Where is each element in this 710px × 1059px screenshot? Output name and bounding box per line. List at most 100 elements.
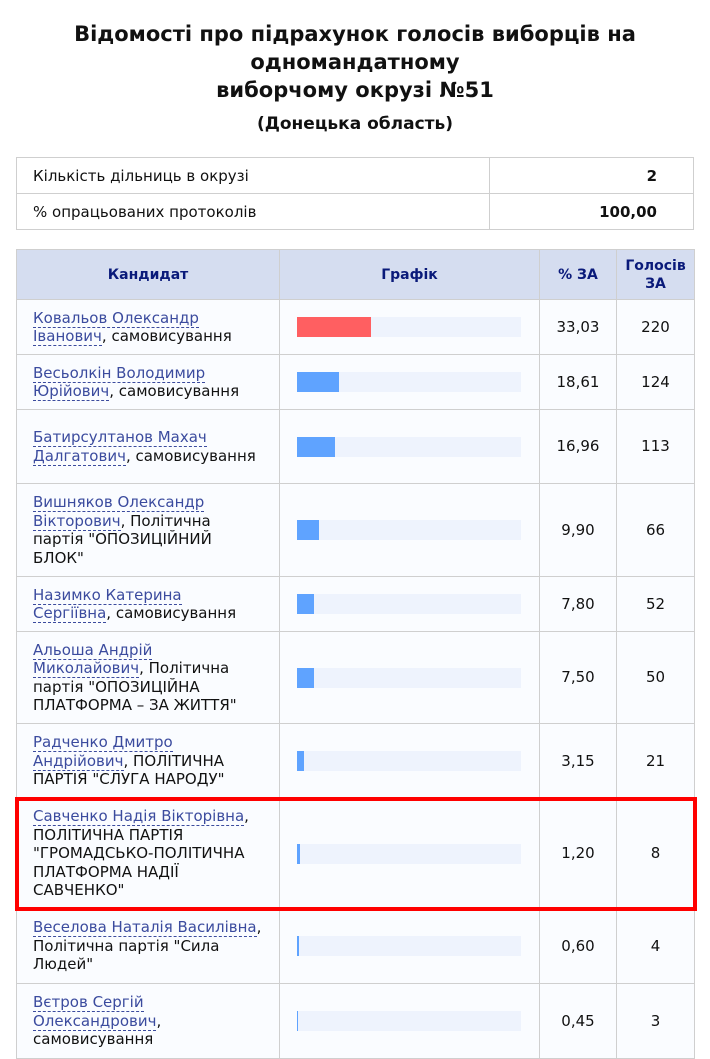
pct-cell: 3,15	[539, 723, 617, 799]
votes-cell: 50	[616, 631, 695, 724]
bar-fill	[297, 317, 371, 337]
chart-cell	[279, 983, 540, 1059]
chart-cell	[279, 299, 540, 355]
bar-fill	[297, 436, 335, 457]
bar-track	[297, 936, 521, 956]
candidate-cell: Ковальов Олександр Іванович, самовисуван…	[16, 299, 280, 355]
candidate-party: , ПОЛІТИЧНА ПАРТІЯ "СЛУГА НАРОДУ"	[33, 751, 225, 789]
pct-cell: 33,03	[539, 299, 617, 355]
candidate-party: , самовисування	[125, 446, 256, 465]
table-row: Весьолкін Володимир Юрійович, самовисува…	[16, 354, 695, 410]
page-title: Відомості про підрахунок голосів виборці…	[74, 22, 636, 102]
table-row: Альоша Андрій Миколайович, Політична пар…	[16, 631, 695, 724]
candidate-party: , самовисування	[106, 604, 237, 622]
votes-cell: 52	[616, 576, 695, 632]
chart-cell	[279, 798, 540, 909]
summary-row: % опрацьованих протоколів 100,00	[16, 193, 695, 230]
votes-cell: 220	[616, 299, 695, 355]
results-table: Кандидат Графік % ЗА Голосів ЗА Ковальов…	[14, 249, 697, 1059]
bar-fill	[297, 667, 314, 688]
bar-track	[297, 667, 521, 688]
pct-cell: 7,80	[539, 576, 617, 632]
header-votes[interactable]: Голосів ЗА	[616, 249, 695, 300]
bar-track	[297, 843, 521, 864]
table-row: Радченко Дмитро Андрійович, ПОЛІТИЧНА ПА…	[16, 723, 695, 799]
candidate-link[interactable]: Вишняков Олександр Вікторович	[33, 493, 205, 531]
pct-cell: 0,60	[539, 908, 617, 984]
pct-cell: 1,20	[539, 798, 617, 909]
chart-cell	[279, 723, 540, 799]
header-chart: Графік	[279, 249, 540, 300]
bar-fill	[297, 936, 299, 956]
bar-fill	[297, 372, 339, 392]
candidate-party: , самовисування	[33, 1011, 162, 1049]
bar-track	[297, 751, 521, 771]
candidate-cell: Веселова Наталія Василівна, Політична па…	[16, 908, 280, 984]
candidate-party: , Політична партія "ОПОЗИЦІЙНА ПЛАТФОРМА…	[33, 659, 237, 714]
candidate-link[interactable]: Батирсултанов Махач Далгатович	[33, 428, 207, 466]
region-subtitle: (Донецька область)	[256, 114, 454, 134]
pct-cell: 9,90	[539, 483, 617, 577]
chart-cell	[279, 483, 540, 577]
candidate-link[interactable]: Веселова Наталія Василівна	[33, 918, 257, 938]
bar-track	[297, 520, 521, 540]
votes-cell: 4	[616, 908, 695, 984]
bar-track	[297, 1011, 521, 1031]
candidate-cell: Вишняков Олександр Вікторович, Політична…	[16, 483, 280, 577]
candidate-link[interactable]: Альоша Андрій Миколайович	[33, 640, 153, 678]
bar-track	[297, 372, 521, 392]
votes-cell: 21	[616, 723, 695, 799]
votes-cell: 124	[616, 354, 695, 410]
bar-fill	[297, 843, 300, 864]
pct-cell: 0,45	[539, 983, 617, 1059]
table-row: Савченко Надія Вікторівна, ПОЛІТИЧНА ПАР…	[14, 796, 697, 911]
candidate-link[interactable]: Назимко Катерина Сергіївна	[33, 585, 182, 623]
table-row: Вєтров Сергій Олександрович, самовисуван…	[16, 983, 695, 1059]
table-row: Ковальов Олександр Іванович, самовисуван…	[16, 299, 695, 355]
votes-cell: 66	[616, 483, 695, 577]
bar-track	[297, 594, 521, 614]
bar-fill	[297, 520, 320, 540]
bar-fill	[297, 1011, 298, 1031]
table-row: Назимко Катерина Сергіївна, самовисуванн…	[16, 576, 695, 632]
candidate-cell: Назимко Катерина Сергіївна, самовисуванн…	[16, 576, 280, 632]
chart-cell	[279, 354, 540, 410]
bar-fill	[297, 594, 315, 614]
votes-cell: 8	[616, 798, 695, 909]
candidate-cell: Савченко Надія Вікторівна, ПОЛІТИЧНА ПАР…	[16, 798, 280, 909]
pct-cell: 16,96	[539, 409, 617, 484]
candidate-link[interactable]: Вєтров Сергій Олександрович	[33, 993, 157, 1031]
candidate-cell: Альоша Андрій Миколайович, Політична пар…	[16, 631, 280, 724]
chart-cell	[279, 576, 540, 632]
pct-cell: 7,50	[539, 631, 617, 724]
chart-cell	[279, 908, 540, 984]
candidate-link[interactable]: Радченко Дмитро Андрійович	[33, 733, 173, 771]
bar-track	[297, 436, 521, 457]
bar-fill	[297, 751, 305, 771]
table-row: Батирсултанов Махач Далгатович, самовису…	[16, 409, 695, 484]
votes-cell: 3	[616, 983, 695, 1059]
votes-cell: 113	[616, 409, 695, 484]
candidate-link[interactable]: Весьолкін Володимир Юрійович	[33, 363, 206, 401]
candidate-party: , самовисування	[101, 327, 232, 345]
bar-track	[297, 317, 521, 337]
candidate-cell: Вєтров Сергій Олександрович, самовисуван…	[16, 983, 280, 1059]
candidate-cell: Весьолкін Володимир Юрійович, самовисува…	[16, 354, 280, 410]
pct-cell: 18,61	[539, 354, 617, 410]
table-row: Веселова Наталія Василівна, Політична па…	[16, 908, 695, 984]
candidate-link[interactable]: Ковальов Олександр Іванович	[33, 308, 199, 346]
chart-cell	[279, 631, 540, 724]
candidate-cell: Батирсултанов Махач Далгатович, самовису…	[16, 409, 280, 484]
candidate-party: , Політична партія "Сила Людей"	[33, 918, 262, 974]
summary-table: Кількість дільниць в окрузі 2 % опрацьова…	[16, 157, 695, 230]
chart-cell	[279, 409, 540, 484]
candidate-party: , ПОЛІТИЧНА ПАРТІЯ "ГРОМАДСЬКО-ПОЛІТИЧНА…	[33, 807, 249, 900]
header-candidate[interactable]: Кандидат	[16, 249, 280, 300]
summary-row: Кількість дільниць в окрузі 2	[16, 157, 695, 194]
table-row: Вишняков Олександр Вікторович, Політична…	[16, 483, 695, 577]
candidate-link[interactable]: Савченко Надія Вікторівна	[33, 807, 245, 827]
header-pct[interactable]: % ЗА	[539, 249, 617, 300]
candidate-party: , Політична партія "ОПОЗИЦІЙНИЙ БЛОК"	[33, 511, 212, 567]
candidate-party: , самовисування	[109, 382, 240, 400]
candidate-cell: Радченко Дмитро Андрійович, ПОЛІТИЧНА ПА…	[16, 723, 280, 799]
